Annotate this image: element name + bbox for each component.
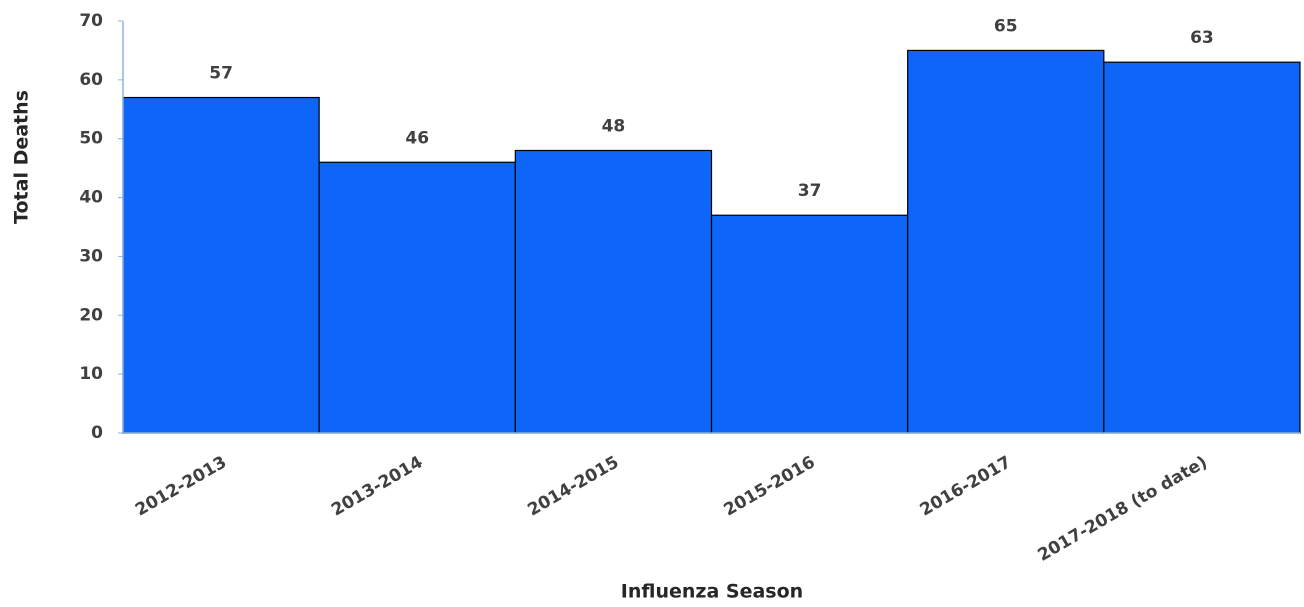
x-tick-label: 2016-2017 (917, 452, 1015, 520)
y-tick-label: 70 (79, 11, 103, 31)
data-label: 63 (1190, 28, 1214, 48)
y-axis-title: Total Deaths (11, 90, 33, 224)
data-label: 37 (798, 181, 822, 201)
y-tick-label: 50 (79, 129, 103, 149)
x-tick-label: 2014-2015 (524, 452, 622, 520)
data-label: 65 (994, 16, 1018, 36)
bar (514, 149, 713, 434)
y-tick-label: 60 (79, 70, 103, 90)
y-tick-label: 0 (91, 423, 103, 443)
bar (318, 161, 516, 434)
x-axis-title: Influenza Season (621, 581, 803, 603)
y-tick-label: 20 (79, 305, 103, 325)
y-tick-label: 30 (79, 246, 103, 266)
data-label: 48 (602, 116, 626, 136)
data-label: 46 (405, 128, 429, 148)
bar (710, 214, 909, 434)
bar (907, 49, 1105, 434)
x-tick-label: 2017-2018 (to date) (1034, 452, 1210, 565)
x-tick-label: 2013-2014 (328, 452, 426, 520)
x-tick-label: 2015-2016 (721, 452, 819, 520)
y-tick-label: 10 (79, 364, 103, 384)
y-tick-label: 40 (79, 188, 103, 208)
x-tick-label: 2012-2013 (132, 452, 230, 520)
bar (1103, 61, 1301, 434)
data-label: 57 (209, 64, 233, 84)
bar (122, 96, 320, 434)
